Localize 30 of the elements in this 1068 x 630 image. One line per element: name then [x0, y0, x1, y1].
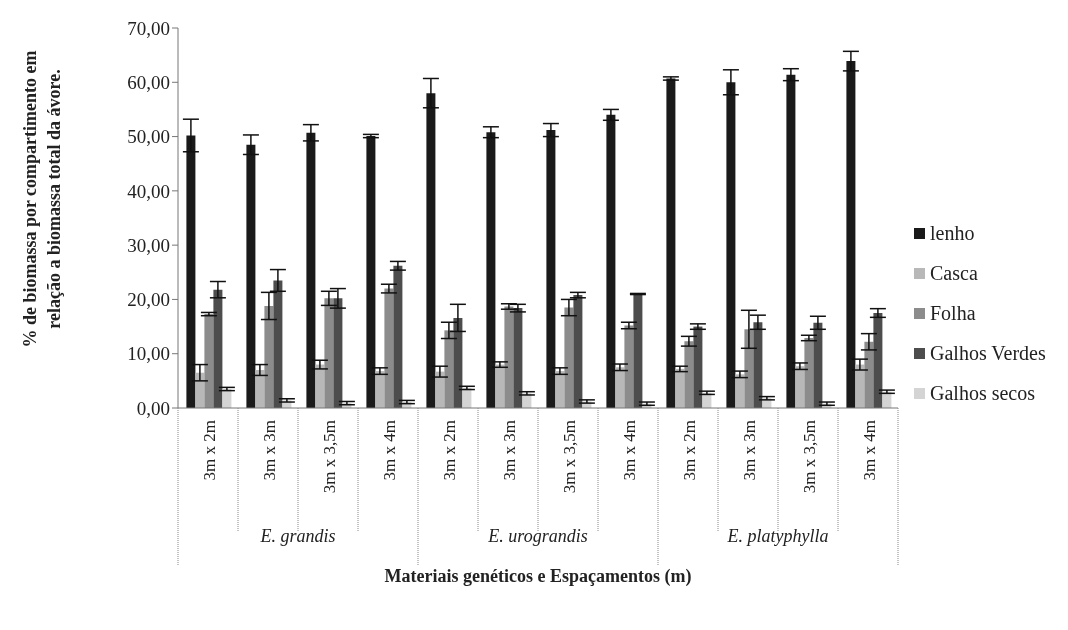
x-tick-label: 3m x 3,5m — [800, 420, 819, 494]
y-tick-label: 40,00 — [127, 180, 170, 202]
y-tick-label: 0,00 — [136, 397, 170, 419]
x-tick-label: 3m x 2m — [200, 420, 219, 481]
x-tick-label: 3m x 4m — [860, 420, 879, 481]
x-tick-label: 3m x 2m — [440, 420, 459, 481]
legend-label: lenho — [930, 221, 975, 245]
y-tick-label: 50,00 — [127, 126, 170, 148]
x-tick-label: 3m x 3m — [500, 420, 519, 481]
x-tick-label: 3m x 3,5m — [320, 420, 339, 494]
y-tick-label: 60,00 — [127, 72, 170, 94]
x-tick-label: 3m x 4m — [620, 420, 639, 481]
x-tick-label: 3m x 3m — [260, 420, 279, 481]
legend-label: Folha — [930, 301, 976, 325]
legend-label: Galhos Verdes — [930, 341, 1046, 365]
text: E. grandis — [259, 526, 337, 547]
y-tick-label: 10,00 — [127, 343, 170, 365]
x-tick-label: 3m x 3,5m — [560, 420, 579, 494]
y-axis-title: % de biomassa por compartimento em relação a biomassa total da ávore. — [19, 49, 65, 350]
y-tick-label: 70,00 — [127, 17, 170, 39]
x-axis-title: Materiais genéticos e Espaçamentos (m) — [383, 566, 693, 587]
legend-label: Galhos secos — [930, 381, 1035, 405]
x-tick-label: 3m x 2m — [680, 420, 699, 481]
text: E. platyphylla — [726, 526, 830, 547]
legend-label: Casca — [930, 261, 978, 285]
x-tick-label: 3m x 3m — [740, 420, 759, 481]
x-tick-label: 3m x 4m — [380, 420, 399, 481]
y-tick-label: 20,00 — [127, 289, 170, 311]
y-tick-label: 30,00 — [127, 234, 170, 256]
text: E. urograndis — [487, 526, 589, 547]
